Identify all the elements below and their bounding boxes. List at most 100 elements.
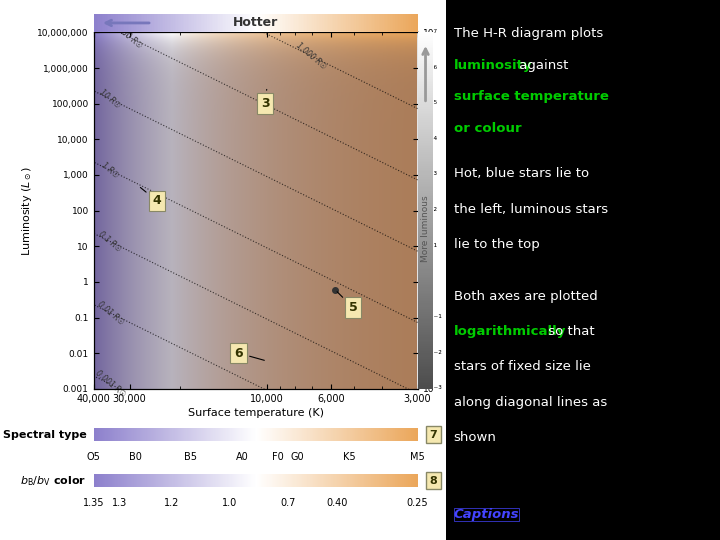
Bar — [184, 474, 186, 487]
Bar — [418, 97, 433, 98]
Bar — [387, 428, 389, 441]
Bar — [207, 428, 208, 441]
Bar — [340, 474, 341, 487]
Bar — [356, 474, 357, 487]
Bar — [393, 474, 394, 487]
Bar — [297, 428, 298, 441]
Bar — [418, 342, 433, 345]
Bar — [411, 14, 413, 32]
Bar — [179, 14, 181, 32]
Bar — [329, 428, 330, 441]
Bar — [418, 49, 433, 50]
Bar — [418, 253, 433, 255]
Bar — [252, 428, 253, 441]
Bar — [376, 14, 377, 32]
Bar — [418, 339, 433, 341]
Bar — [166, 428, 167, 441]
Text: 1.35: 1.35 — [83, 498, 104, 508]
Bar — [418, 193, 433, 194]
Bar — [164, 474, 165, 487]
Bar — [332, 428, 333, 441]
Bar — [418, 157, 433, 159]
Bar — [239, 428, 240, 441]
Bar — [418, 54, 433, 56]
Bar — [296, 14, 298, 32]
Bar — [340, 428, 341, 441]
Bar — [289, 474, 290, 487]
Bar — [107, 428, 108, 441]
Bar — [149, 474, 150, 487]
Bar — [333, 14, 335, 32]
Bar — [402, 474, 403, 487]
Bar — [210, 428, 212, 441]
Bar — [306, 14, 307, 32]
Bar — [246, 14, 248, 32]
Bar — [213, 474, 215, 487]
Bar — [260, 474, 261, 487]
Bar — [197, 474, 198, 487]
Bar — [160, 474, 161, 487]
Bar — [274, 474, 275, 487]
Bar — [418, 268, 433, 269]
Bar — [191, 474, 192, 487]
Bar — [407, 474, 408, 487]
Bar — [418, 205, 433, 207]
Bar — [138, 14, 139, 32]
Bar — [125, 474, 126, 487]
Text: against: against — [515, 59, 568, 72]
Bar — [377, 474, 379, 487]
Bar — [418, 52, 433, 54]
Bar — [215, 14, 217, 32]
Bar — [418, 150, 433, 152]
Bar — [418, 159, 433, 161]
Bar — [228, 474, 230, 487]
Bar — [288, 474, 289, 487]
Bar — [418, 335, 433, 337]
Bar — [110, 428, 111, 441]
Bar — [219, 428, 220, 441]
Bar — [126, 474, 127, 487]
Bar — [389, 474, 390, 487]
Bar — [215, 428, 216, 441]
Text: 0.001 R☉: 0.001 R☉ — [94, 369, 127, 400]
Bar — [405, 14, 406, 32]
Bar — [418, 349, 433, 352]
Bar — [361, 428, 362, 441]
Bar — [418, 138, 433, 139]
Bar — [286, 474, 287, 487]
Text: logarithmically: logarithmically — [454, 325, 566, 339]
Bar — [267, 474, 269, 487]
Bar — [174, 428, 176, 441]
Bar — [323, 474, 325, 487]
Bar — [294, 14, 296, 32]
Bar — [168, 14, 170, 32]
Bar — [418, 298, 433, 300]
Bar — [418, 273, 433, 275]
Bar — [300, 14, 301, 32]
Bar — [418, 63, 433, 64]
Bar — [418, 287, 433, 289]
Bar — [359, 474, 360, 487]
Bar — [213, 428, 215, 441]
Bar — [418, 271, 433, 273]
Bar — [115, 474, 117, 487]
Bar — [134, 14, 135, 32]
Bar — [342, 474, 343, 487]
Bar — [370, 428, 372, 441]
Bar — [278, 428, 279, 441]
Bar — [113, 14, 114, 32]
Bar — [418, 166, 433, 168]
Bar — [418, 32, 433, 34]
Bar — [418, 216, 433, 218]
Bar — [181, 14, 183, 32]
Bar — [418, 269, 433, 271]
Bar — [384, 474, 385, 487]
Bar — [243, 474, 245, 487]
Bar — [122, 14, 125, 32]
Bar — [392, 474, 393, 487]
Bar — [156, 428, 157, 441]
Bar — [362, 428, 364, 441]
Bar — [242, 428, 243, 441]
Bar — [418, 382, 433, 383]
Bar — [249, 428, 251, 441]
